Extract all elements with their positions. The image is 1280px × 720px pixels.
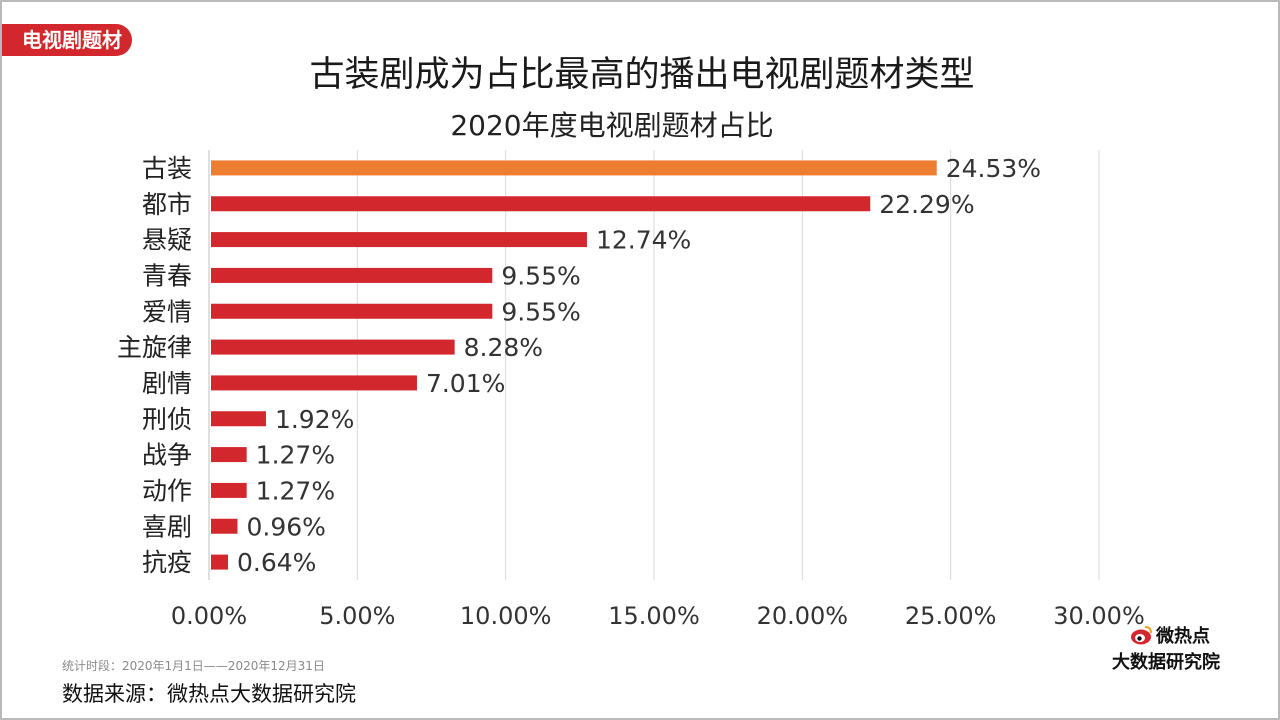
category-label: 青春 — [142, 261, 192, 290]
category-label: 刑侦 — [142, 405, 192, 434]
x-tick-label: 25.00% — [905, 602, 997, 630]
bar — [211, 554, 228, 570]
value-label: 22.29% — [879, 190, 974, 219]
bar — [211, 196, 871, 212]
chart-title: 2020年度电视剧题材占比 — [450, 109, 774, 142]
value-label: 1.92% — [275, 405, 354, 434]
bar — [211, 375, 417, 391]
value-label: 1.27% — [256, 476, 335, 505]
category-label: 抗疫 — [142, 548, 192, 577]
bar — [211, 447, 247, 463]
value-label: 24.53% — [946, 154, 1041, 183]
category-label: 剧情 — [142, 369, 192, 398]
x-tick-label: 20.00% — [757, 602, 849, 630]
bar — [211, 267, 493, 283]
page-title: 古装剧成为占比最高的播出电视剧题材类型 — [309, 55, 975, 95]
x-tick-label: 0.00% — [171, 602, 247, 630]
bar — [211, 411, 266, 427]
category-label: 喜剧 — [142, 512, 192, 541]
bar — [211, 518, 238, 534]
category-label: 悬疑 — [142, 226, 192, 255]
logo-line1: 微热点 — [1156, 626, 1210, 647]
x-tick-label: 30.00% — [1053, 602, 1145, 630]
category-label: 古装 — [142, 154, 192, 183]
bar — [211, 303, 493, 319]
data-source: 数据来源：微热点大数据研究院 — [62, 682, 356, 706]
category-label: 都市 — [142, 190, 192, 219]
bar — [211, 232, 587, 248]
value-label: 9.55% — [501, 297, 580, 326]
statistics-period-note: 统计时段：2020年1月1日——2020年12月31日 — [62, 659, 325, 673]
logo-line2: 大数据研究院 — [1112, 652, 1220, 673]
x-tick-label: 10.00% — [460, 602, 552, 630]
category-label: 战争 — [142, 441, 192, 470]
weiredian-logo: 微热点 大数据研究院 — [1112, 622, 1242, 674]
bar — [211, 160, 937, 176]
value-label: 1.27% — [256, 441, 335, 470]
value-label: 0.64% — [237, 548, 316, 577]
x-tick-label: 15.00% — [608, 602, 700, 630]
category-label: 主旋律 — [117, 333, 192, 362]
bar — [211, 339, 455, 355]
x-tick-label: 5.00% — [319, 602, 395, 630]
value-label: 12.74% — [596, 226, 691, 255]
value-label: 7.01% — [426, 369, 505, 398]
value-label: 9.55% — [501, 261, 580, 290]
category-tag: 电视剧题材 — [2, 24, 132, 56]
bar — [211, 482, 247, 498]
weibo-eye-icon — [1131, 626, 1152, 645]
value-label: 0.96% — [246, 512, 325, 541]
value-label: 8.28% — [464, 333, 543, 362]
category-label: 动作 — [142, 476, 192, 505]
category-label: 爱情 — [142, 297, 192, 326]
